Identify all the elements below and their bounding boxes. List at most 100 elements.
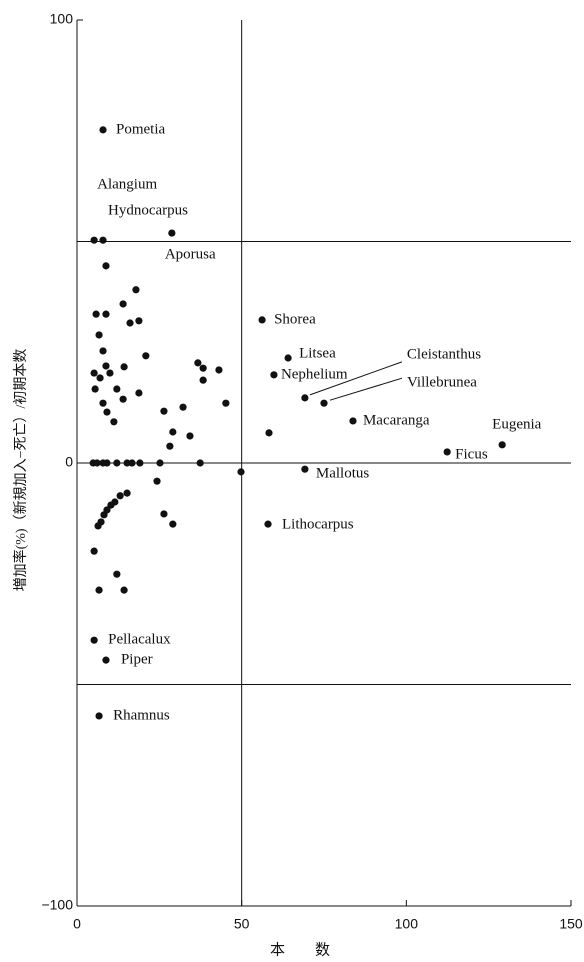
point (132, 286, 140, 294)
point-label: Rhamnus (113, 707, 170, 723)
point (156, 459, 164, 467)
point (102, 310, 110, 318)
point (123, 459, 131, 467)
point (186, 432, 194, 440)
point-label: Pellacalux (108, 632, 171, 648)
point (120, 586, 128, 594)
y-tick-label: 100 (50, 11, 74, 27)
point-label: Hydnocarpus (108, 203, 188, 219)
point (120, 363, 128, 371)
point (160, 407, 168, 415)
point (320, 399, 328, 407)
point-label: Lithocarpus (282, 517, 354, 533)
point (96, 374, 104, 382)
point (113, 570, 121, 578)
point-label: Ficus (455, 446, 488, 462)
point-label: Nephelium (281, 366, 348, 382)
point (90, 547, 98, 555)
point (95, 586, 103, 594)
point (301, 465, 309, 473)
point (443, 448, 451, 456)
point (196, 459, 204, 467)
point (90, 636, 98, 644)
point-label: Eugenia (492, 416, 541, 432)
point-label: Pometia (116, 121, 166, 137)
y-tick-label: 0 (65, 454, 73, 470)
point (264, 520, 272, 528)
point (113, 459, 121, 467)
point (91, 385, 99, 393)
leader-line (329, 377, 403, 401)
point (237, 468, 245, 476)
point (103, 459, 111, 467)
point (284, 354, 292, 362)
point (498, 441, 506, 449)
point (107, 501, 115, 509)
point (102, 262, 110, 270)
point (100, 511, 108, 519)
point (90, 236, 98, 244)
point (119, 395, 127, 403)
point (99, 236, 107, 244)
point (123, 489, 131, 497)
point (142, 352, 150, 360)
point (136, 459, 144, 467)
point-label: Litsea (299, 345, 336, 361)
point (153, 477, 161, 485)
point-label: Aporusa (165, 247, 216, 263)
x-tick-label: 150 (559, 916, 583, 932)
point (199, 376, 207, 384)
point (94, 522, 102, 530)
point (265, 429, 273, 437)
point (169, 428, 177, 436)
point (160, 510, 168, 518)
x-tick-label: 0 (73, 916, 81, 932)
point (194, 359, 202, 367)
point (349, 417, 357, 425)
point-label: Villebrunea (407, 375, 477, 391)
point (102, 362, 110, 370)
point (99, 126, 107, 134)
point (116, 492, 124, 500)
point (179, 403, 187, 411)
point-label: Piper (121, 652, 153, 668)
point (169, 520, 177, 528)
point-label: Shorea (274, 311, 316, 327)
x-axis-label: 本 数 (270, 941, 330, 958)
x-tick-label: 100 (395, 916, 419, 932)
point (126, 319, 134, 327)
y-axis-label: 増加率(%)（新規加入−死亡）/初期本数 (12, 349, 29, 592)
point (90, 369, 98, 377)
point (99, 399, 107, 407)
point (215, 366, 223, 374)
point (119, 300, 127, 308)
leader-line (309, 361, 403, 396)
point (135, 317, 143, 325)
point (92, 310, 100, 318)
point (222, 399, 230, 407)
point-label: Alangium (97, 177, 157, 193)
point (168, 229, 176, 237)
y-tick-label: −100 (41, 897, 73, 913)
point (93, 459, 101, 467)
point-label: Mallotus (316, 466, 369, 482)
point (102, 656, 110, 664)
point-label: Macaranga (363, 412, 430, 428)
point (106, 369, 114, 377)
point (258, 316, 266, 324)
point (135, 389, 143, 397)
point (113, 385, 121, 393)
point (103, 408, 111, 416)
point (270, 371, 278, 379)
point (95, 712, 103, 720)
point (166, 442, 174, 450)
point-label: Cleistanthus (407, 346, 481, 362)
point (199, 364, 207, 372)
point (99, 347, 107, 355)
x-tick-label: 50 (234, 916, 250, 932)
point (301, 394, 309, 402)
point (110, 418, 118, 426)
point (95, 331, 103, 339)
